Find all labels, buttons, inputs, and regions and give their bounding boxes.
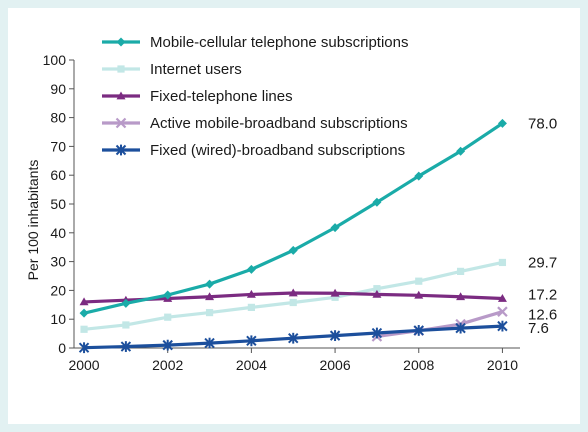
data-point (497, 306, 508, 317)
data-point (246, 335, 257, 347)
data-point (120, 341, 132, 352)
series-layer: 78.0 29.7 17.2 12.67.6 (78, 115, 557, 354)
series-0 (79, 118, 507, 318)
data-point (163, 290, 173, 300)
data-point (415, 277, 423, 285)
data-point (331, 293, 339, 301)
data-point (498, 258, 507, 267)
data-point (205, 292, 215, 301)
y-tick-label: 40 (50, 225, 66, 241)
y-tick-label: 80 (50, 110, 66, 126)
y-tick-label: 0 (58, 340, 66, 356)
legend-item: Mobile-cellular telephone subscriptions (102, 34, 408, 51)
data-point (122, 321, 130, 329)
y-tick-label: 70 (50, 138, 66, 154)
x-tick-label: 2006 (319, 357, 350, 373)
y-tick-label: 100 (43, 52, 67, 68)
x-marker-stroke (115, 117, 127, 129)
data-point (330, 223, 340, 233)
line-chart: Per 100 inhabitants 0 10 20 30 40 50 60 70 80 90 1… (25, 34, 557, 373)
data-point (289, 298, 297, 307)
series-4 (78, 320, 508, 354)
x-tick-label: 2002 (152, 357, 183, 373)
legend-item: Fixed-telephone lines (102, 88, 293, 105)
data-point (121, 298, 131, 308)
legend-label: Mobile-cellular telephone subscriptions (150, 34, 408, 51)
chart-panel: Per 100 inhabitants 0 10 20 30 40 50 60 70 80 90 1… (8, 8, 580, 424)
data-point (79, 297, 89, 306)
data-point (371, 327, 383, 339)
y-tick-label: 30 (50, 254, 66, 270)
end-value-label: 29.7 (528, 254, 557, 271)
data-point (497, 320, 508, 332)
data-point (330, 288, 340, 297)
data-point (162, 339, 173, 351)
end-value-label: 7.6 (528, 320, 549, 337)
x-tick-label: 2010 (487, 357, 518, 373)
data-point (288, 288, 298, 297)
data-point (456, 292, 466, 301)
data-point (246, 289, 256, 298)
x-tick-label: 2008 (403, 357, 434, 373)
axes: 0 10 20 30 40 50 60 70 80 90 100 2000 2002 2004 2006 20… (43, 52, 520, 373)
x-tick-label: 2000 (68, 357, 99, 373)
end-value-label: 12.6 (528, 307, 557, 324)
data-point (456, 146, 466, 156)
data-point (246, 264, 256, 274)
data-point (205, 308, 214, 317)
data-point (413, 325, 424, 336)
legend-marker (116, 37, 126, 47)
y-tick-label: 10 (50, 311, 66, 327)
legend-marker (116, 91, 126, 100)
data-point (164, 313, 172, 321)
y-tick-label: 60 (50, 167, 66, 183)
y-axis-title: Per 100 inhabitants (25, 160, 41, 281)
y-tick-label: 50 (50, 196, 66, 212)
series-line (376, 310, 503, 339)
data-point (79, 308, 89, 318)
legend-label: Fixed-telephone lines (150, 88, 293, 105)
data-point (288, 245, 298, 255)
y-tick-label: 90 (50, 81, 66, 97)
data-point (205, 279, 215, 289)
data-point (204, 337, 215, 349)
data-point (497, 293, 507, 302)
data-point (414, 171, 424, 181)
x-marker-stroke (497, 306, 508, 317)
legend-label: Fixed (wired)-broadband subscriptions (150, 142, 405, 159)
end-value-label: 17.2 (528, 286, 557, 303)
data-point (372, 289, 382, 298)
data-point (373, 285, 381, 293)
data-point (497, 118, 507, 128)
legend-item: Fixed (wired)-broadband subscriptions (102, 142, 405, 159)
legend-label: Active mobile-broadband subscriptions (150, 115, 408, 132)
legend-marker (115, 144, 127, 156)
data-point (78, 342, 90, 354)
series-1 (80, 258, 507, 333)
series-3 (371, 306, 508, 342)
data-point (455, 322, 466, 334)
end-value-label: 78.0 (528, 115, 557, 132)
y-tick-label: 20 (50, 282, 66, 298)
data-point (329, 330, 341, 342)
legend-label: Internet users (150, 61, 242, 78)
data-point (414, 290, 424, 299)
data-point (372, 197, 382, 207)
legend: Mobile-cellular telephone subscriptions I… (102, 34, 408, 159)
legend-item: Active mobile-broadband subscriptions (102, 115, 408, 132)
data-point (80, 325, 88, 333)
legend-marker (117, 65, 125, 73)
data-point (456, 267, 465, 275)
data-point (288, 332, 299, 344)
legend-marker (115, 117, 127, 129)
x-tick-label: 2004 (236, 357, 267, 373)
data-point (247, 303, 255, 311)
legend-item: Internet users (102, 61, 242, 78)
